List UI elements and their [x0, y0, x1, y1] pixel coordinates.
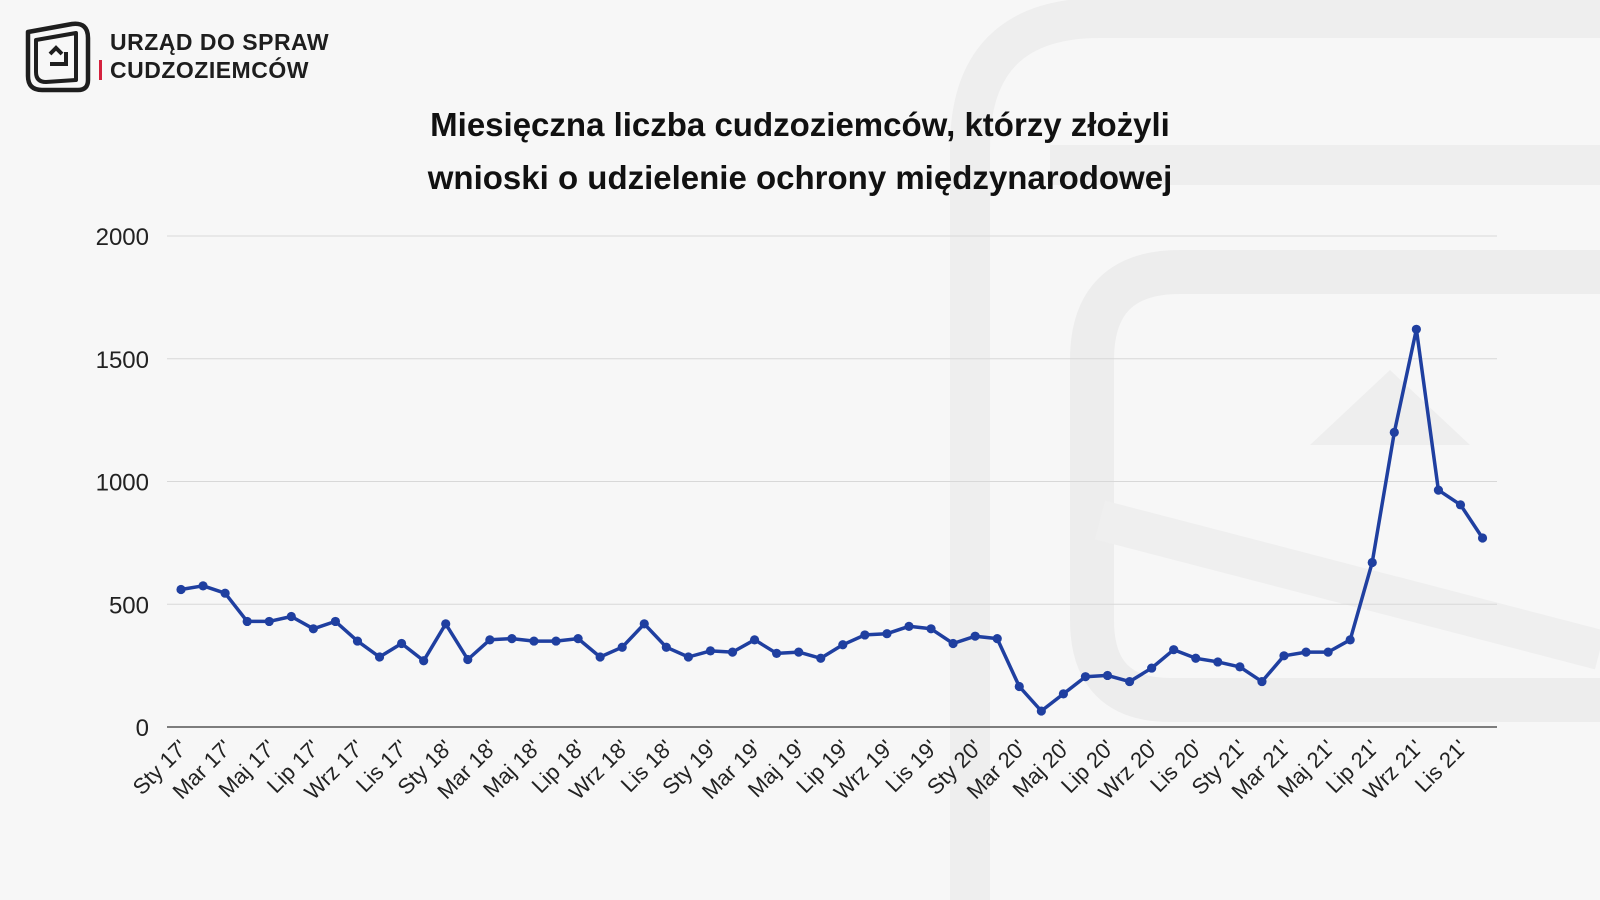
- data-point: [1411, 324, 1421, 334]
- data-point: [198, 581, 208, 591]
- data-point: [948, 638, 958, 649]
- data-point: [1235, 662, 1245, 672]
- logo-line-1: URZĄD DO SPRAW: [110, 29, 330, 55]
- y-tick-label: 0: [136, 715, 149, 742]
- data-point: [1080, 672, 1091, 682]
- data-point: [286, 611, 296, 622]
- data-point: [441, 619, 451, 629]
- data-point: [794, 647, 804, 657]
- data-point: [904, 621, 914, 631]
- data-point: [529, 636, 539, 646]
- data-point: [639, 619, 649, 629]
- data-point: [308, 624, 318, 634]
- data-point: [397, 638, 407, 649]
- data-point: [1191, 653, 1201, 663]
- data-point: [970, 631, 980, 641]
- y-tick-label: 500: [109, 592, 149, 619]
- data-point: [661, 642, 671, 652]
- data-point: [507, 634, 517, 644]
- y-tick-label: 1000: [96, 470, 149, 497]
- data-point: [860, 630, 870, 640]
- data-point: [1058, 689, 1068, 699]
- logo-line-2-text: CUDZOZIEMCÓW: [110, 57, 309, 83]
- data-point: [992, 634, 1002, 644]
- data-point: [1213, 657, 1223, 667]
- data-point: [1124, 676, 1135, 687]
- data-point: [1477, 533, 1488, 543]
- data-point: [1036, 706, 1046, 716]
- data-point: [1345, 635, 1355, 645]
- data-point: [1323, 647, 1333, 657]
- data-point: [485, 635, 495, 645]
- logo-line-2: CUDZOZIEMCÓW: [99, 56, 329, 84]
- chart-title-line-2: wnioski o udzielenie ochrony międzynarod…: [427, 159, 1173, 196]
- data-point: [374, 652, 385, 662]
- data-point: [352, 636, 363, 646]
- data-point: [1147, 663, 1157, 673]
- data-point: [463, 654, 473, 665]
- data-point: [882, 629, 892, 639]
- y-tick-label: 1500: [96, 347, 149, 374]
- office-logo: URZĄD DO SPRAW CUDZOZIEMCÓW: [22, 18, 329, 94]
- data-point: [220, 588, 230, 598]
- data-point: [1455, 500, 1466, 510]
- data-point: [816, 653, 826, 663]
- data-point: [1389, 427, 1399, 437]
- data-point: [419, 656, 429, 666]
- data-point: [1279, 651, 1289, 661]
- chart-title: Miesięczna liczba cudzoziemców, którzy z…: [300, 98, 1300, 204]
- data-point: [926, 624, 936, 634]
- data-point: [727, 647, 738, 657]
- office-logo-icon: [25, 21, 91, 93]
- data-point: [551, 636, 561, 646]
- data-point: [1169, 645, 1179, 655]
- data-point: [749, 635, 760, 645]
- data-point: [1433, 485, 1444, 495]
- data-point: [242, 616, 252, 627]
- data-point: [838, 640, 848, 650]
- data-point: [330, 616, 341, 627]
- data-point: [1301, 647, 1311, 657]
- data-point: [683, 652, 693, 662]
- data-point: [176, 584, 186, 595]
- data-point: [772, 648, 782, 658]
- office-logo-text: URZĄD DO SPRAW CUDZOZIEMCÓW: [99, 28, 330, 84]
- data-point: [1367, 557, 1377, 568]
- y-tick-label: 2000: [96, 224, 149, 251]
- data-point: [617, 642, 627, 652]
- data-point: [573, 634, 583, 644]
- data-point: [1014, 681, 1024, 692]
- data-point: [705, 646, 716, 656]
- data-point: [1257, 676, 1267, 687]
- logo-accent-bar: [99, 60, 102, 80]
- data-point: [264, 616, 274, 627]
- data-point: [595, 652, 605, 662]
- chart-title-line-1: Miesięczna liczba cudzoziemców, którzy z…: [430, 106, 1170, 143]
- data-point: [1102, 670, 1113, 681]
